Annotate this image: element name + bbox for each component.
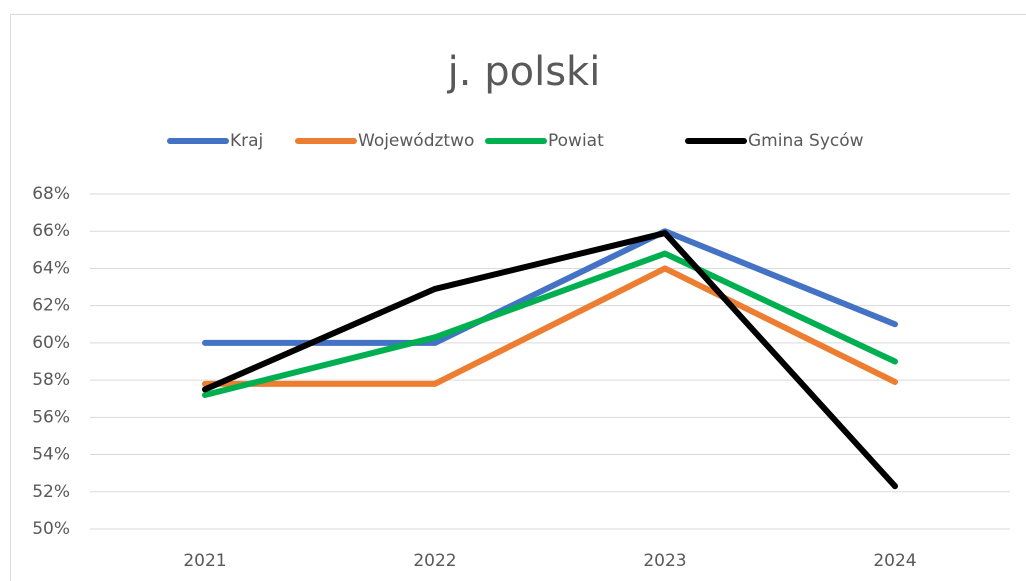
legend-label: Województwo bbox=[358, 131, 474, 151]
y-tick-label: 50% bbox=[32, 519, 70, 539]
line-series bbox=[202, 230, 898, 490]
legend-label: Gmina Syców bbox=[748, 131, 864, 151]
y-tick-label: 60% bbox=[32, 333, 70, 353]
line-series bbox=[202, 265, 898, 387]
y-tick-label: 66% bbox=[32, 221, 70, 241]
chart-border bbox=[10, 14, 1026, 581]
line-series bbox=[202, 250, 898, 398]
y-tick-label: 64% bbox=[32, 258, 70, 278]
y-tick-label: 54% bbox=[32, 445, 70, 465]
x-tick-label: 2021 bbox=[183, 551, 226, 571]
y-tick-label: 58% bbox=[32, 370, 70, 390]
y-tick-label: 68% bbox=[32, 184, 70, 204]
chart-title: j. polski bbox=[447, 49, 601, 95]
y-tick-label: 62% bbox=[32, 296, 70, 316]
y-tick-label: 56% bbox=[32, 407, 70, 427]
x-tick-label: 2022 bbox=[413, 551, 456, 571]
y-tick-label: 52% bbox=[32, 482, 70, 502]
x-tick-label: 2023 bbox=[643, 551, 686, 571]
line-series bbox=[202, 228, 898, 346]
x-tick-label: 2024 bbox=[873, 551, 916, 571]
legend-label: Kraj bbox=[230, 131, 263, 151]
legend-label: Powiat bbox=[548, 131, 604, 151]
